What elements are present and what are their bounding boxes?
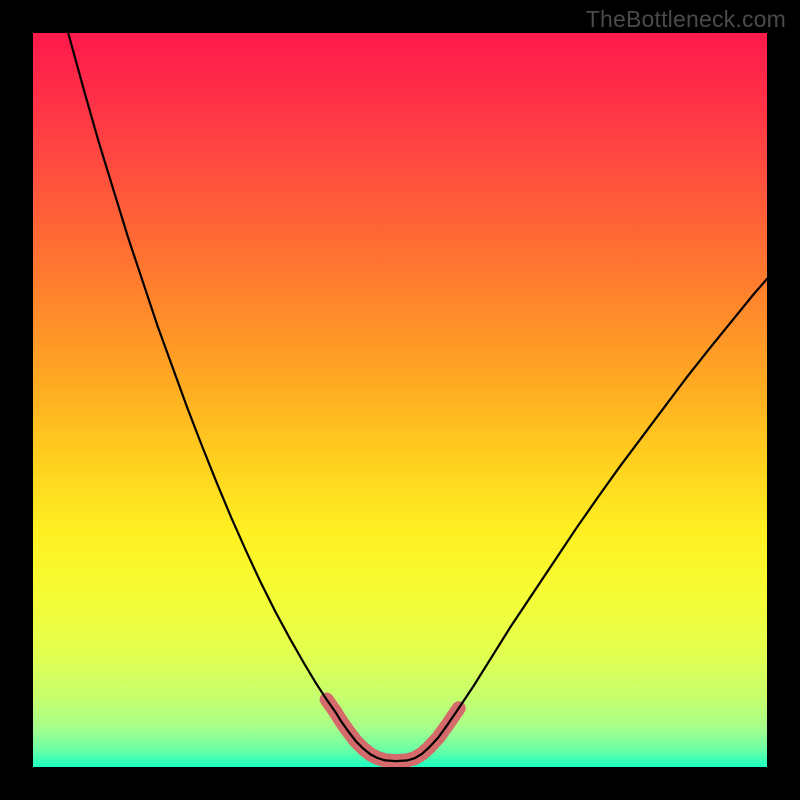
outer-frame: TheBottleneck.com [0,0,800,800]
watermark-text: TheBottleneck.com [586,6,786,33]
plot-area [33,33,767,767]
chart-svg [33,33,767,767]
gradient-background [33,33,767,767]
